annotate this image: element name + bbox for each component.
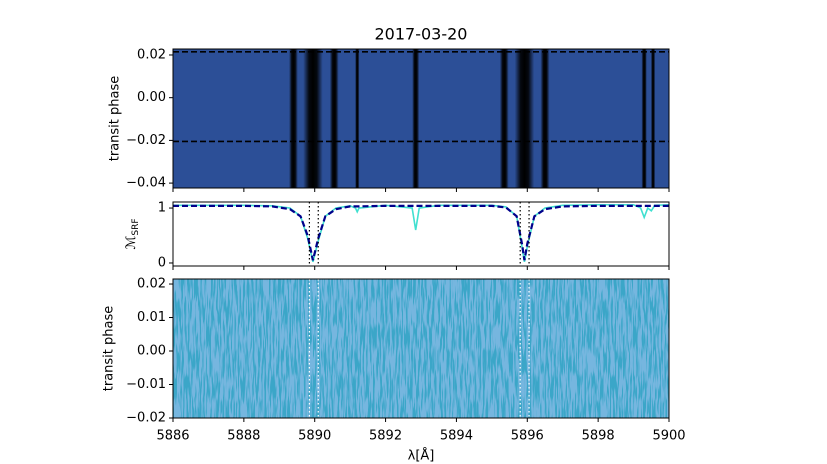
heatmap-band <box>641 49 647 188</box>
spectrum-line <box>173 204 669 261</box>
plot-area <box>173 49 669 188</box>
y-tick-label: 0.00 <box>137 344 166 359</box>
frame <box>172 278 670 419</box>
heatmap-noise <box>173 279 669 418</box>
y-tick-label: 0.01 <box>137 310 166 325</box>
y-axis-label: transit phase <box>108 76 123 162</box>
x-tick-label: 5890 <box>298 429 331 444</box>
frame <box>172 201 670 267</box>
heatmap-band <box>514 49 535 188</box>
heatmap-band <box>355 49 360 188</box>
y-tick-label: 0 <box>158 255 166 270</box>
x-tick-label: 5898 <box>582 429 615 444</box>
heatmap-band <box>329 49 339 188</box>
heatmap-band <box>650 49 656 188</box>
y-tick-label: −0.02 <box>126 133 166 148</box>
plot-area <box>173 279 669 418</box>
x-axis-label: λ[Å] <box>408 448 435 464</box>
y-tick-label: −0.01 <box>126 377 166 392</box>
heatmap-band <box>540 49 550 188</box>
heatmap-band <box>303 49 323 188</box>
y-axis-subscript: SRF <box>131 218 141 235</box>
y-tick-label: 1 <box>158 201 166 216</box>
heatmap-band <box>499 49 509 188</box>
y-axis-symbol: ℳ <box>124 236 139 250</box>
x-tick-label: 5896 <box>511 429 544 444</box>
x-tick-label: 5892 <box>369 429 402 444</box>
y-axis-label: transit phase <box>102 306 117 392</box>
heatmap-background <box>173 49 669 188</box>
x-tick-label: 5886 <box>156 429 189 444</box>
chart-title: 2017-03-20 <box>375 25 468 44</box>
spectrum-line <box>173 203 669 263</box>
y-tick-label: 0.02 <box>137 277 166 292</box>
y-tick-label: −0.04 <box>126 176 166 191</box>
y-tick-label: −0.02 <box>126 411 166 426</box>
y-tick-label: 0.00 <box>137 90 166 105</box>
heatmap-band <box>412 49 420 188</box>
y-axis-label: ℳSRF <box>124 218 141 249</box>
plot-area <box>173 202 669 266</box>
y-tick-label: 0.02 <box>137 47 166 62</box>
x-tick-label: 5894 <box>440 429 473 444</box>
heatmap-band <box>289 49 298 188</box>
x-tick-label: 5888 <box>227 429 260 444</box>
x-tick-label: 5900 <box>652 429 685 444</box>
frame <box>172 48 670 189</box>
